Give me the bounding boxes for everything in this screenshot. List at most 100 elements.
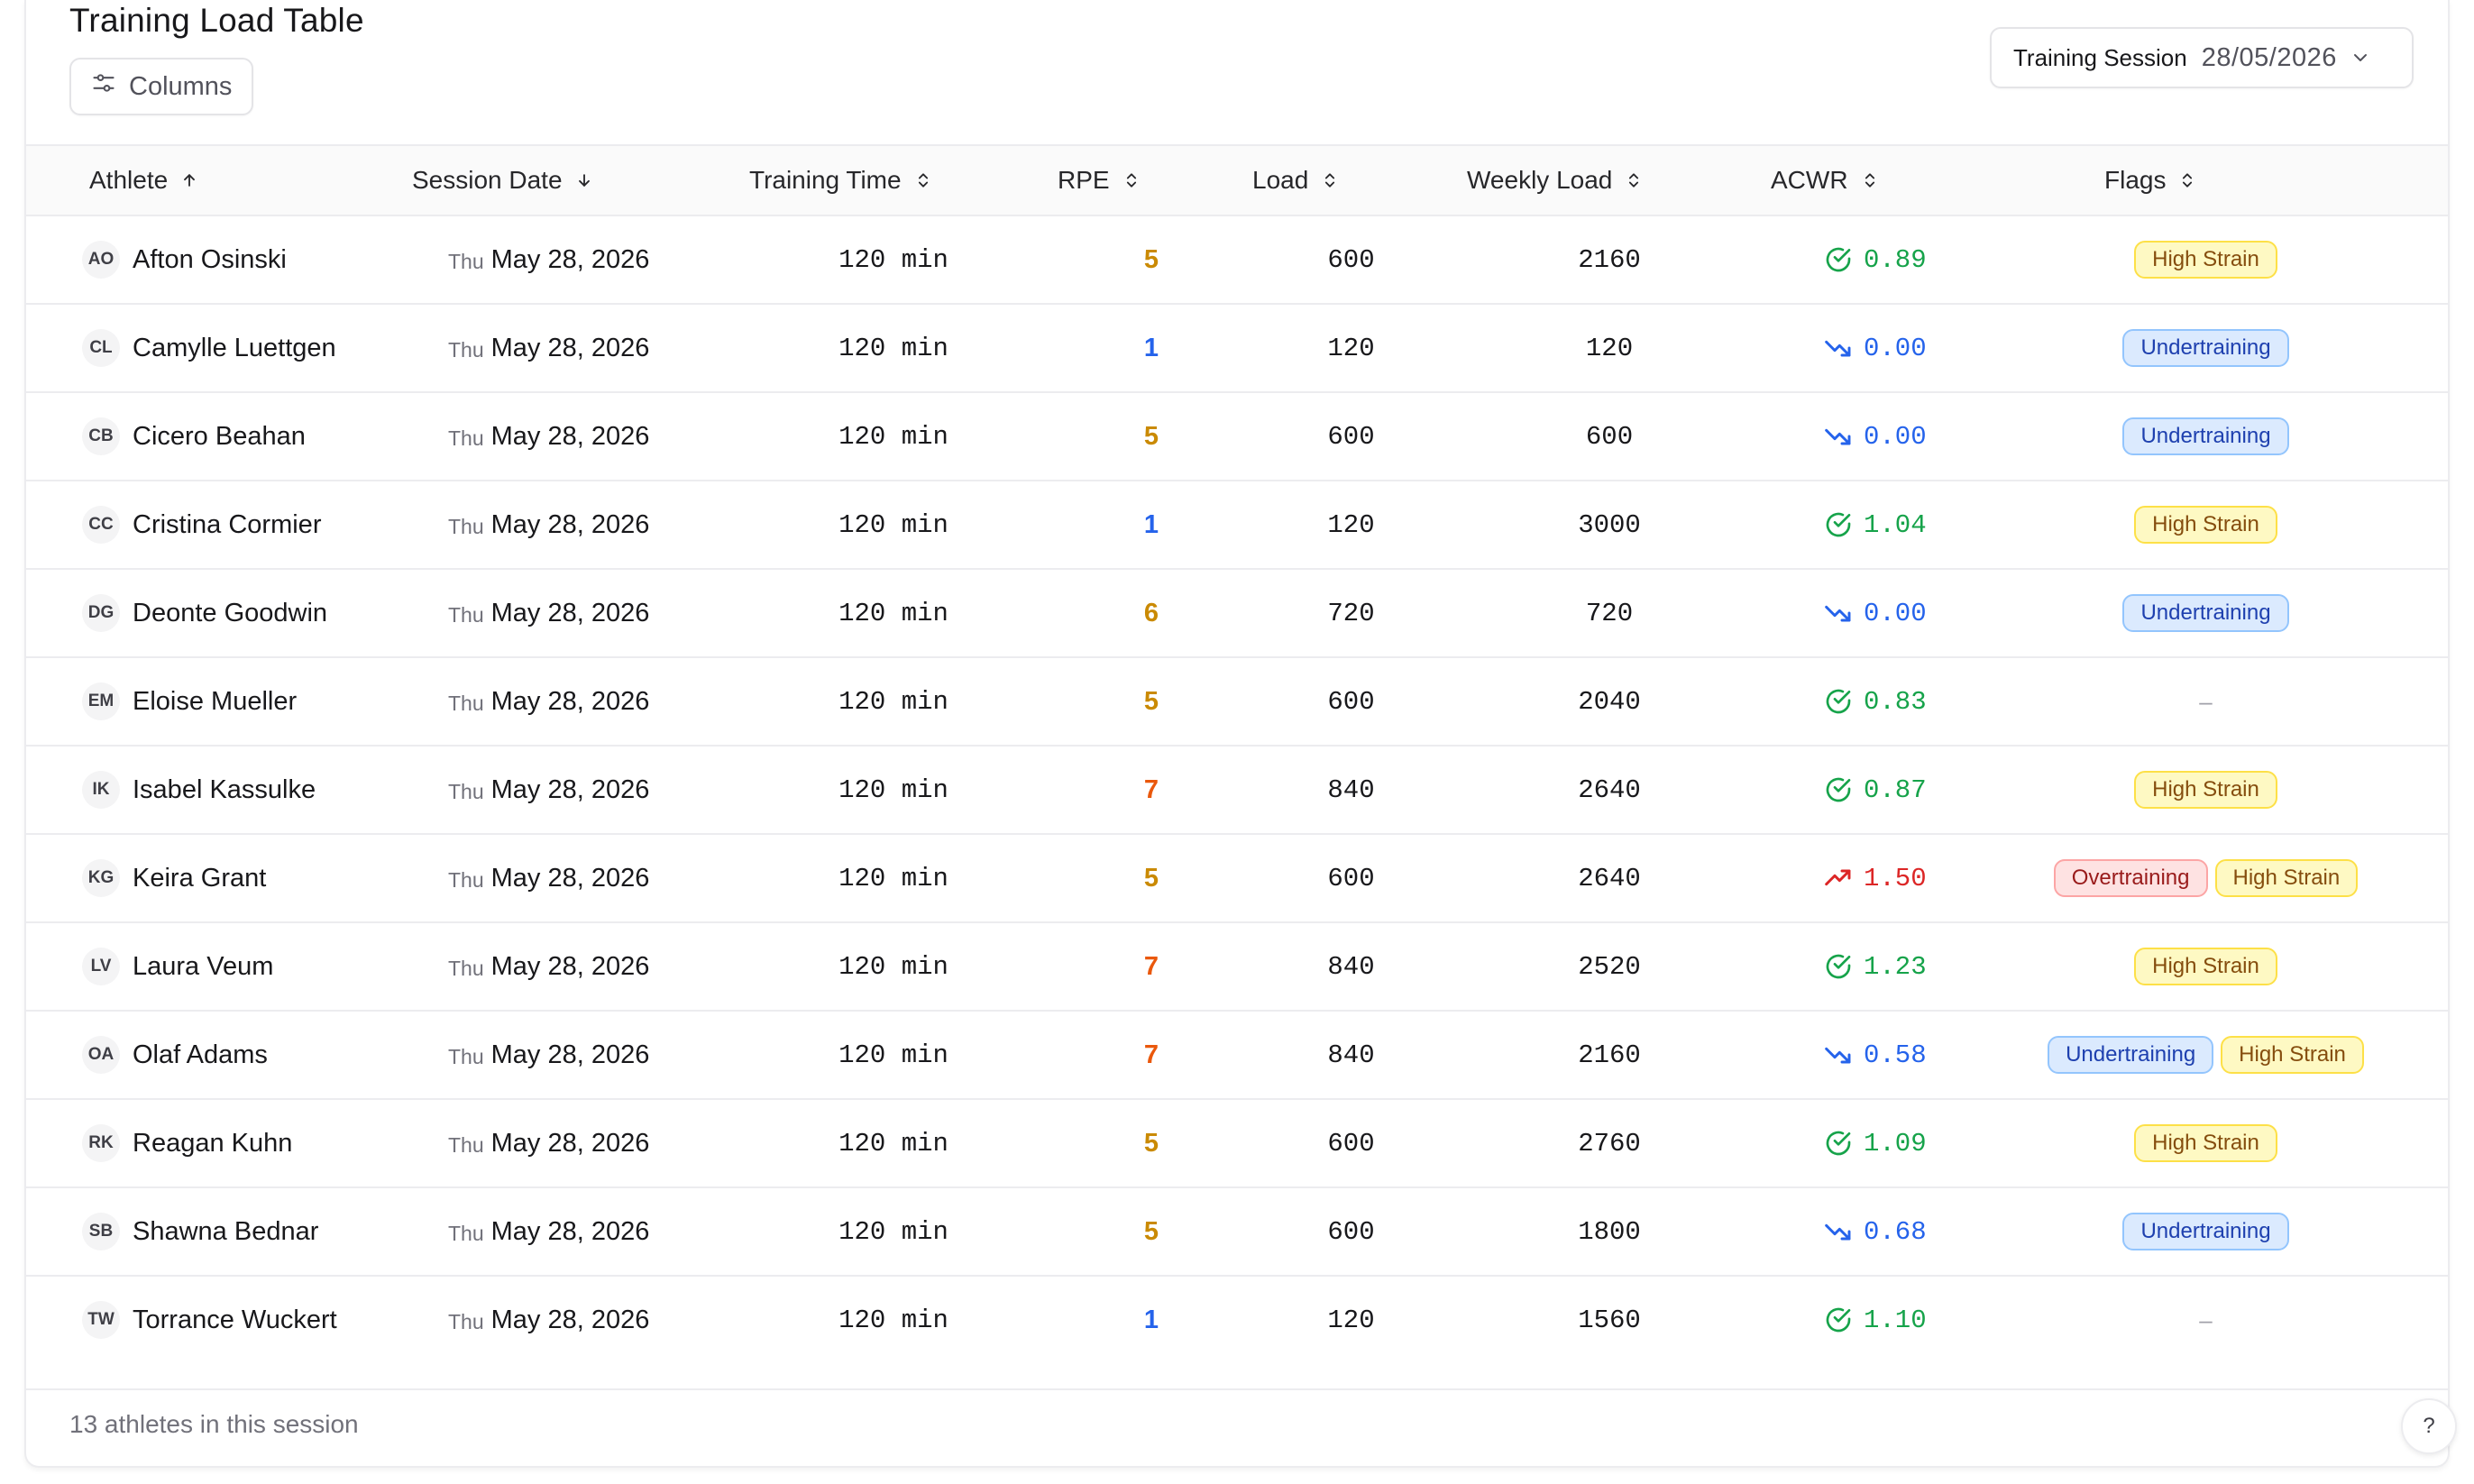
rpe-value: 5 — [1143, 1216, 1159, 1246]
weekly-load-cell: 1560 — [1530, 1277, 1689, 1363]
trending-down-icon — [1824, 1217, 1853, 1246]
rpe-cell: 7 — [1104, 1012, 1199, 1098]
check-circle-icon — [1824, 952, 1853, 981]
load-cell: 840 — [1287, 747, 1415, 833]
athlete-cell: DG Deonte Goodwin — [82, 570, 327, 656]
weekly-load-value: 2640 — [1578, 774, 1641, 805]
help-button[interactable]: ? — [2401, 1398, 2457, 1454]
training-time: 120 min — [838, 1216, 948, 1247]
table-row[interactable]: TW Torrance Wuckert Thu May 28, 2026 120 min… — [26, 1277, 2448, 1365]
columns-button-label: Columns — [129, 71, 233, 101]
session-date: May 28, 2026 — [490, 774, 650, 804]
session-date-cell: Thu May 28, 2026 — [448, 747, 649, 833]
session-date-cell: Thu May 28, 2026 — [448, 1188, 649, 1275]
training-session-select[interactable]: Training Session 28/05/2026 — [1990, 27, 2414, 88]
session-date: May 28, 2026 — [490, 244, 650, 274]
athlete-cell: KG Keira Grant — [82, 835, 266, 921]
rpe-value: 5 — [1143, 686, 1159, 716]
session-date-cell: Thu May 28, 2026 — [448, 835, 649, 921]
column-header-load[interactable]: Load — [1252, 146, 1339, 215]
weekly-load-value: 3000 — [1578, 509, 1641, 540]
weekly-load-cell: 2640 — [1530, 835, 1689, 921]
flag-badge-high-strain: High Strain — [2134, 948, 2277, 985]
empty-flag: – — [2199, 1305, 2213, 1333]
flags-cell: High Strain — [1984, 923, 2428, 1010]
session-date: May 28, 2026 — [490, 686, 650, 716]
training-time-cell: 120 min — [814, 1188, 973, 1275]
session-date: May 28, 2026 — [490, 1305, 650, 1334]
column-header-flags[interactable]: Flags — [2104, 146, 2196, 215]
rpe-value: 1 — [1143, 333, 1159, 362]
trending-down-icon — [1824, 599, 1853, 627]
columns-button[interactable]: Columns — [69, 58, 253, 115]
table-row[interactable]: DG Deonte Goodwin Thu May 28, 2026 120 min 6 7… — [26, 570, 2448, 658]
load-value: 600 — [1327, 1216, 1375, 1247]
rpe-cell: 1 — [1104, 1277, 1199, 1363]
table-row[interactable]: EM Eloise Mueller Thu May 28, 2026 120 min 5 6… — [26, 658, 2448, 747]
rpe-value: 7 — [1143, 951, 1159, 981]
session-date-cell: Thu May 28, 2026 — [448, 658, 649, 745]
avatar: OA — [82, 1036, 120, 1074]
table-row[interactable]: SB Shawna Bednar Thu May 28, 2026 120 min 5 60… — [26, 1188, 2448, 1277]
session-date: May 28, 2026 — [490, 598, 650, 627]
table-row[interactable]: RK Reagan Kuhn Thu May 28, 2026 120 min 5 600 2… — [26, 1100, 2448, 1188]
session-date-cell: Thu May 28, 2026 — [448, 1100, 649, 1186]
check-circle-icon — [1824, 510, 1853, 539]
load-cell: 120 — [1287, 305, 1415, 391]
rpe-cell: 5 — [1104, 835, 1199, 921]
table-row[interactable]: AO Afton Osinski Thu May 28, 2026 120 min 5 60… — [26, 216, 2448, 305]
table-row[interactable]: CL Camylle Luettgen Thu May 28, 2026 120 min… — [26, 305, 2448, 393]
avatar: LV — [82, 948, 120, 985]
check-circle-icon — [1824, 1129, 1853, 1158]
session-select-label: Training Session — [2013, 43, 2187, 71]
table-body: AO Afton Osinski Thu May 28, 2026 120 min 5 60… — [26, 216, 2448, 1365]
table-row[interactable]: KG Keira Grant Thu May 28, 2026 120 min 5 600 2… — [26, 835, 2448, 923]
avatar: CB — [82, 417, 120, 455]
training-time: 120 min — [838, 1305, 948, 1335]
avatar: EM — [82, 682, 120, 720]
table-row[interactable]: LV Laura Veum Thu May 28, 2026 120 min 7 840 25… — [26, 923, 2448, 1012]
load-value: 600 — [1327, 421, 1375, 452]
column-header-training-time[interactable]: Training Time — [749, 146, 932, 215]
rpe-cell: 6 — [1104, 570, 1199, 656]
flags-cell: Undertraining — [1984, 393, 2428, 480]
session-weekday: Thu — [448, 1044, 484, 1068]
rpe-cell: 1 — [1104, 481, 1199, 568]
acwr-value: 0.00 — [1864, 598, 1927, 628]
column-header-athlete[interactable]: Athlete — [89, 146, 198, 215]
load-cell: 120 — [1287, 1277, 1415, 1363]
column-header-acwr[interactable]: ACWR — [1771, 146, 1879, 215]
session-date-cell: Thu May 28, 2026 — [448, 923, 649, 1010]
load-cell: 600 — [1287, 393, 1415, 480]
weekly-load-cell: 1800 — [1530, 1188, 1689, 1275]
session-date: May 28, 2026 — [490, 1040, 650, 1069]
weekly-load-value: 2040 — [1578, 686, 1641, 717]
table-row[interactable]: IK Isabel Kassulke Thu May 28, 2026 120 min 7… — [26, 747, 2448, 835]
acwr-value: 0.83 — [1864, 686, 1927, 717]
rpe-cell: 5 — [1104, 1188, 1199, 1275]
load-cell: 120 — [1287, 481, 1415, 568]
acwr-value: 0.87 — [1864, 774, 1927, 805]
session-date-cell: Thu May 28, 2026 — [448, 1012, 649, 1098]
load-cell: 840 — [1287, 1012, 1415, 1098]
rpe-value: 1 — [1143, 1305, 1159, 1334]
column-header-session-date[interactable]: Session Date — [412, 146, 593, 215]
table-row[interactable]: CC Cristina Cormier Thu May 28, 2026 120 min… — [26, 481, 2448, 570]
training-time-cell: 120 min — [814, 1277, 973, 1363]
training-time-cell: 120 min — [814, 305, 973, 391]
table-row[interactable]: CB Cicero Beahan Thu May 28, 2026 120 min 5 60… — [26, 393, 2448, 481]
rpe-cell: 1 — [1104, 305, 1199, 391]
table-row[interactable]: OA Olaf Adams Thu May 28, 2026 120 min 7 840 21… — [26, 1012, 2448, 1100]
avatar: CL — [82, 329, 120, 367]
session-date-cell: Thu May 28, 2026 — [448, 393, 649, 480]
athlete-cell: LV Laura Veum — [82, 923, 273, 1010]
column-header-rpe[interactable]: RPE — [1058, 146, 1141, 215]
column-header-weekly-load[interactable]: Weekly Load — [1467, 146, 1643, 215]
flag-badge-high-strain: High Strain — [2134, 506, 2277, 544]
acwr-cell: 0.00 — [1824, 570, 1927, 656]
acwr-value: 1.09 — [1864, 1128, 1927, 1159]
athlete-cell: EM Eloise Mueller — [82, 658, 297, 745]
load-value: 600 — [1327, 863, 1375, 893]
acwr-cell: 0.68 — [1824, 1188, 1927, 1275]
load-cell: 600 — [1287, 216, 1415, 303]
